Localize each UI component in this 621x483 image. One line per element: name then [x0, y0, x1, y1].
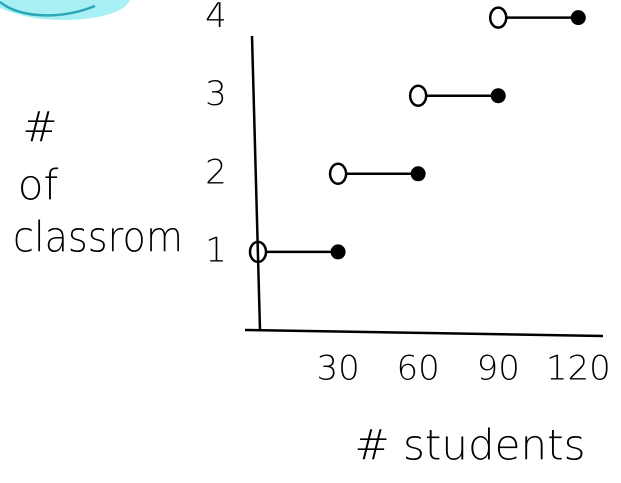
y-axis-label: of: [18, 161, 59, 210]
closed-endpoint: [571, 11, 585, 25]
x-axis-label: # students: [355, 421, 586, 470]
page: # students # of classrom 3060901201234 (…: [0, 0, 621, 483]
closed-endpoint: [331, 245, 345, 259]
x-tick-label: 60: [397, 349, 440, 389]
closed-endpoint: [491, 89, 505, 103]
open-endpoint: [330, 164, 346, 184]
x-tick-label: 90: [477, 349, 520, 389]
y-tick-label: 4: [205, 0, 227, 36]
y-tick-label: 3: [205, 74, 227, 114]
closed-endpoint: [411, 167, 425, 181]
y-axis: [252, 36, 260, 330]
x-tick-label: 30: [316, 349, 359, 389]
x-tick-label: 120: [546, 349, 611, 389]
open-endpoint: [490, 8, 506, 28]
open-endpoint: [410, 86, 426, 106]
y-tick-label: 1: [205, 230, 227, 270]
y-axis-label: classrom: [13, 213, 183, 262]
chart: # students # of classrom 30 60 90 120 1 2 3 4: [0, 0, 621, 483]
y-tick-label: 2: [205, 152, 227, 192]
x-axis: [245, 330, 603, 336]
y-axis-label: #: [22, 103, 57, 152]
decoration: [0, 0, 130, 20]
